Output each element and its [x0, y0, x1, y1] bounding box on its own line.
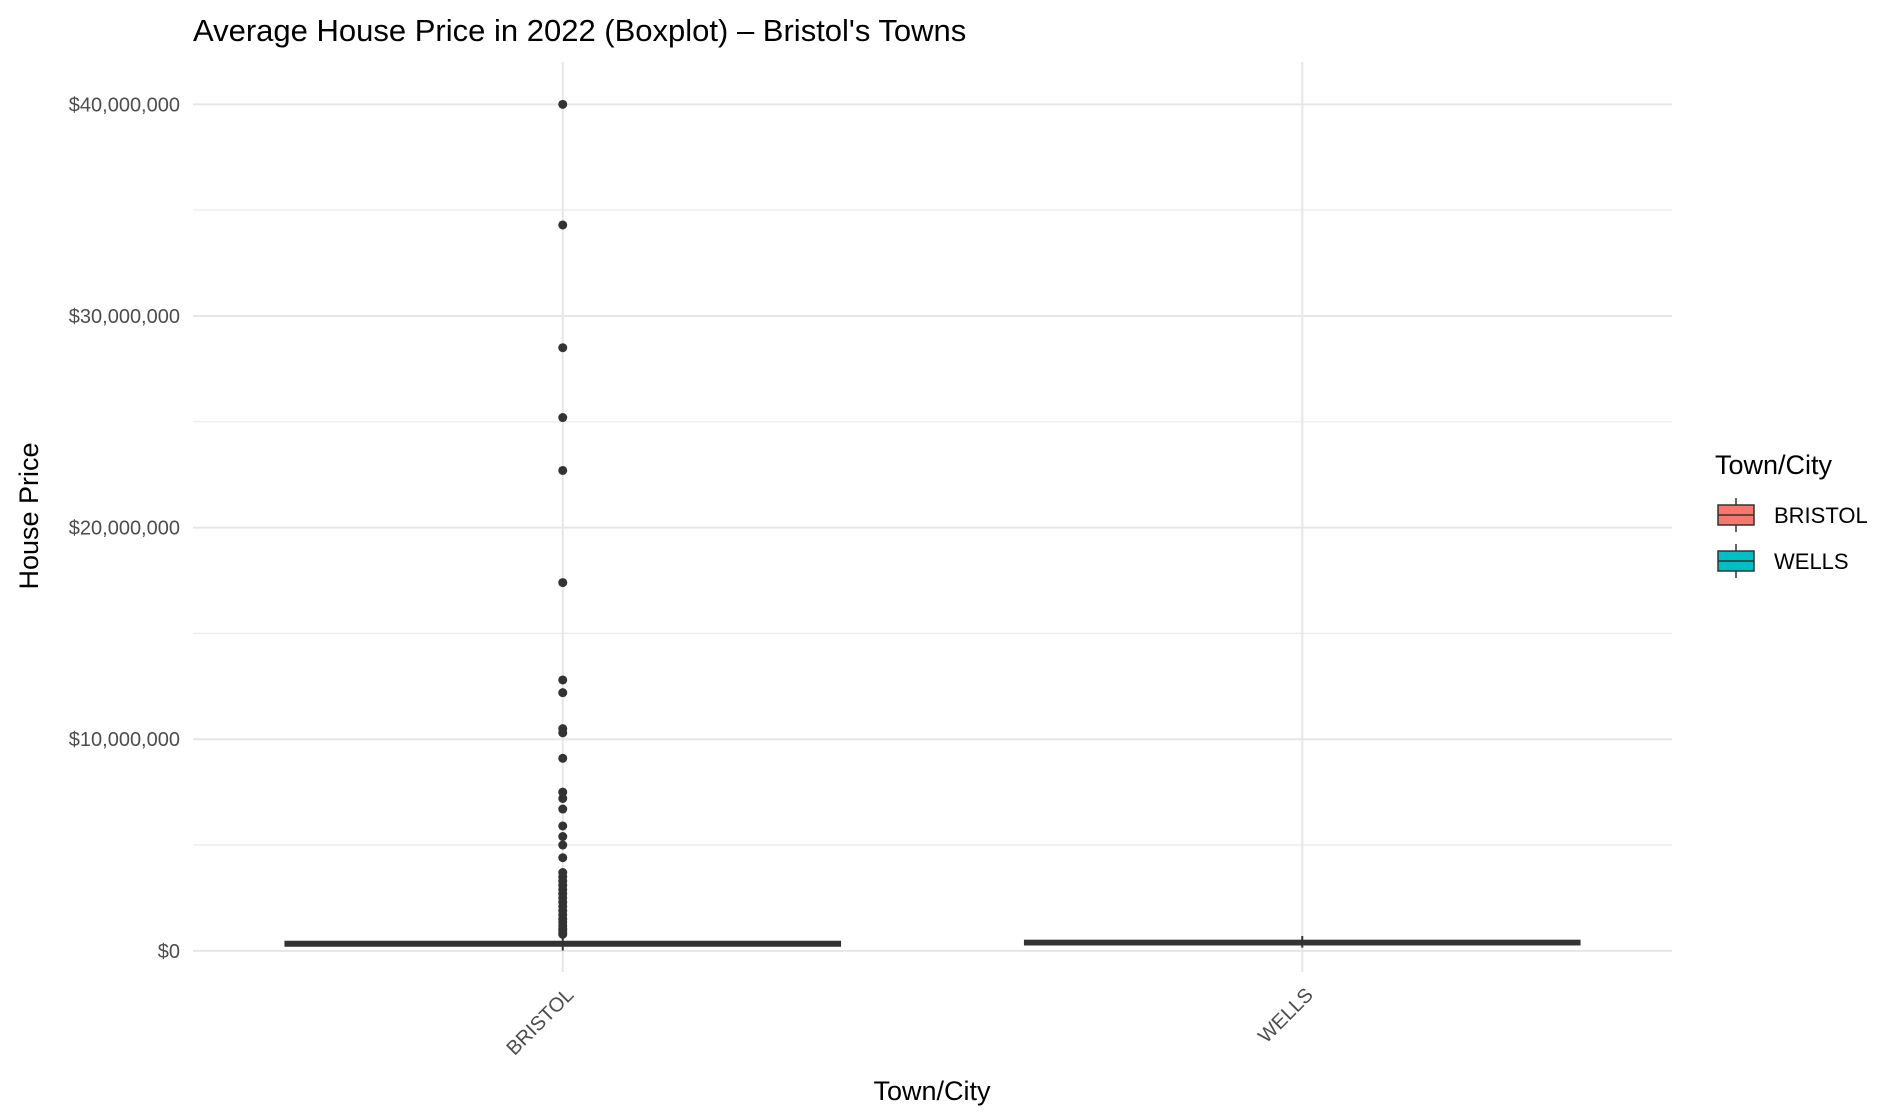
outlier-point [558, 413, 568, 423]
outlier-point [558, 578, 568, 588]
outlier-point [558, 99, 568, 109]
outlier-point [558, 688, 568, 698]
outlier-point [558, 787, 568, 797]
y-tick-label: $30,000,000 [69, 306, 180, 328]
boxes [284, 99, 1581, 951]
y-axis-ticks: $0 $10,000,000 $20,000,000 $30,000,000 $40,0… [69, 94, 180, 963]
legend: Town/City BRISTOL WELLS [1715, 450, 1868, 578]
outlier-point [558, 343, 568, 353]
outlier-point [558, 753, 568, 763]
outlier-point [558, 832, 568, 842]
outlier-point [558, 675, 568, 685]
y-tick-label: $0 [158, 941, 180, 963]
x-tick-label: BRISTOL [502, 984, 578, 1060]
y-tick-label: $40,000,000 [69, 94, 180, 116]
x-axis-title: Town/City [873, 1076, 991, 1106]
legend-item-bristol: BRISTOL [1717, 498, 1868, 532]
outlier-point [558, 853, 568, 863]
outlier-point [558, 821, 568, 831]
x-axis-ticks: BRISTOL WELLS [502, 984, 1317, 1060]
grid [193, 62, 1672, 972]
outlier-point [558, 220, 568, 230]
outlier-point [558, 804, 568, 814]
box-wells [1023, 936, 1581, 948]
chart-title: Average House Price in 2022 (Boxplot) – … [193, 13, 966, 48]
x-tick-label: WELLS [1254, 984, 1318, 1048]
outlier-point [558, 929, 568, 939]
legend-title: Town/City [1715, 450, 1833, 480]
legend-label: BRISTOL [1774, 503, 1868, 528]
y-tick-label: $20,000,000 [69, 518, 180, 540]
outlier-point [558, 793, 568, 803]
box-bristol [284, 99, 842, 951]
legend-label: WELLS [1774, 549, 1849, 574]
y-tick-label: $10,000,000 [69, 729, 180, 751]
outlier-point [558, 728, 568, 738]
outlier-point [558, 465, 568, 475]
y-axis-title: House Price [14, 442, 44, 589]
legend-item-wells: WELLS [1717, 544, 1849, 578]
outlier-point [558, 840, 568, 850]
